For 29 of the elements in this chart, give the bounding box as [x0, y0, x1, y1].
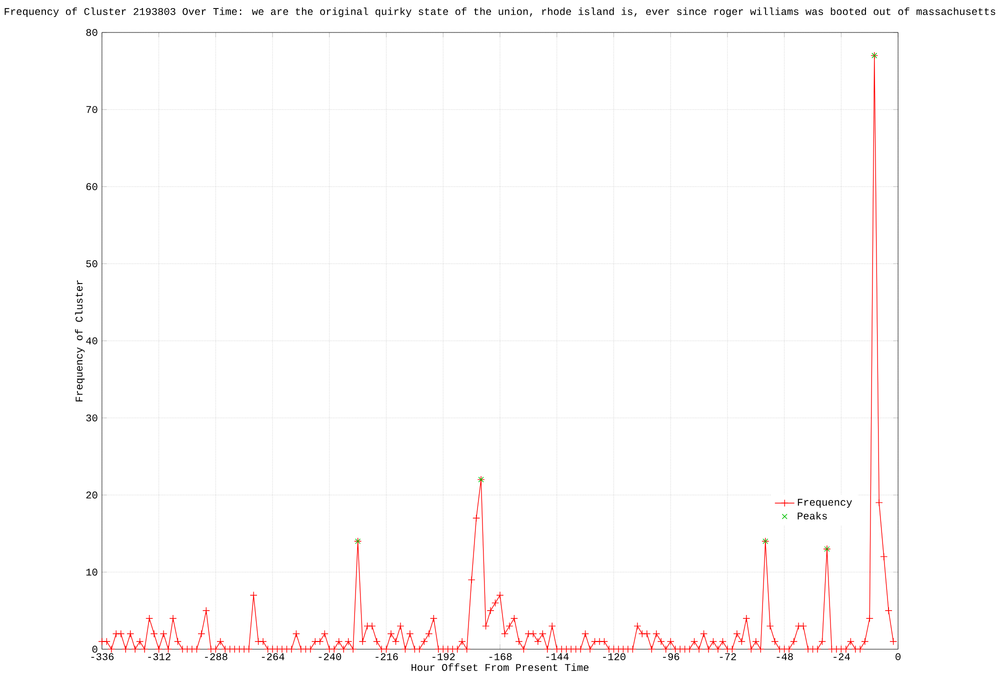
legend-label: Frequency	[798, 498, 852, 508]
x-tick-label: -288	[205, 653, 228, 660]
y-tick-label: 0	[92, 646, 98, 653]
x-tick-label: -264	[262, 653, 284, 660]
x-tick-label: -120	[603, 653, 626, 660]
x-tick-label: -96	[663, 653, 680, 660]
x-tick-label: -168	[489, 653, 512, 660]
y-tick-label: 60	[86, 182, 98, 190]
y-tick-label: 50	[86, 260, 98, 268]
x-tick-label: -312	[148, 653, 170, 660]
x-tick-label: -144	[546, 653, 569, 660]
y-tick-label: 70	[86, 106, 98, 113]
chart-title: Frequency of Cluster 2193803 Over Time: we are the original quirky state of the union, rhode island is, ever since roger williams was booted out of massachusetts	[4, 7, 996, 17]
y-tick-label: 20	[86, 491, 98, 498]
x-tick-label: -192	[432, 653, 455, 660]
x-tick-label: -336	[91, 653, 114, 660]
y-tick-label: 80	[86, 28, 98, 36]
y-axis-title: Frequency of Cluster	[75, 280, 85, 402]
y-tick-label: 30	[86, 414, 98, 422]
x-tick-label: -24	[834, 653, 850, 660]
y-tick-label: 40	[86, 337, 98, 344]
y-tick-label: 10	[86, 568, 98, 576]
x-tick-label: -216	[376, 653, 398, 660]
x-tick-label: -72	[720, 653, 736, 660]
x-tick-label: 0	[896, 653, 901, 660]
x-axis-title: Hour Offset From Present Time	[412, 663, 588, 671]
x-tick-label: -240	[318, 653, 342, 660]
legend-label: Peaks	[798, 512, 827, 520]
x-tick-label: -48	[776, 653, 793, 660]
